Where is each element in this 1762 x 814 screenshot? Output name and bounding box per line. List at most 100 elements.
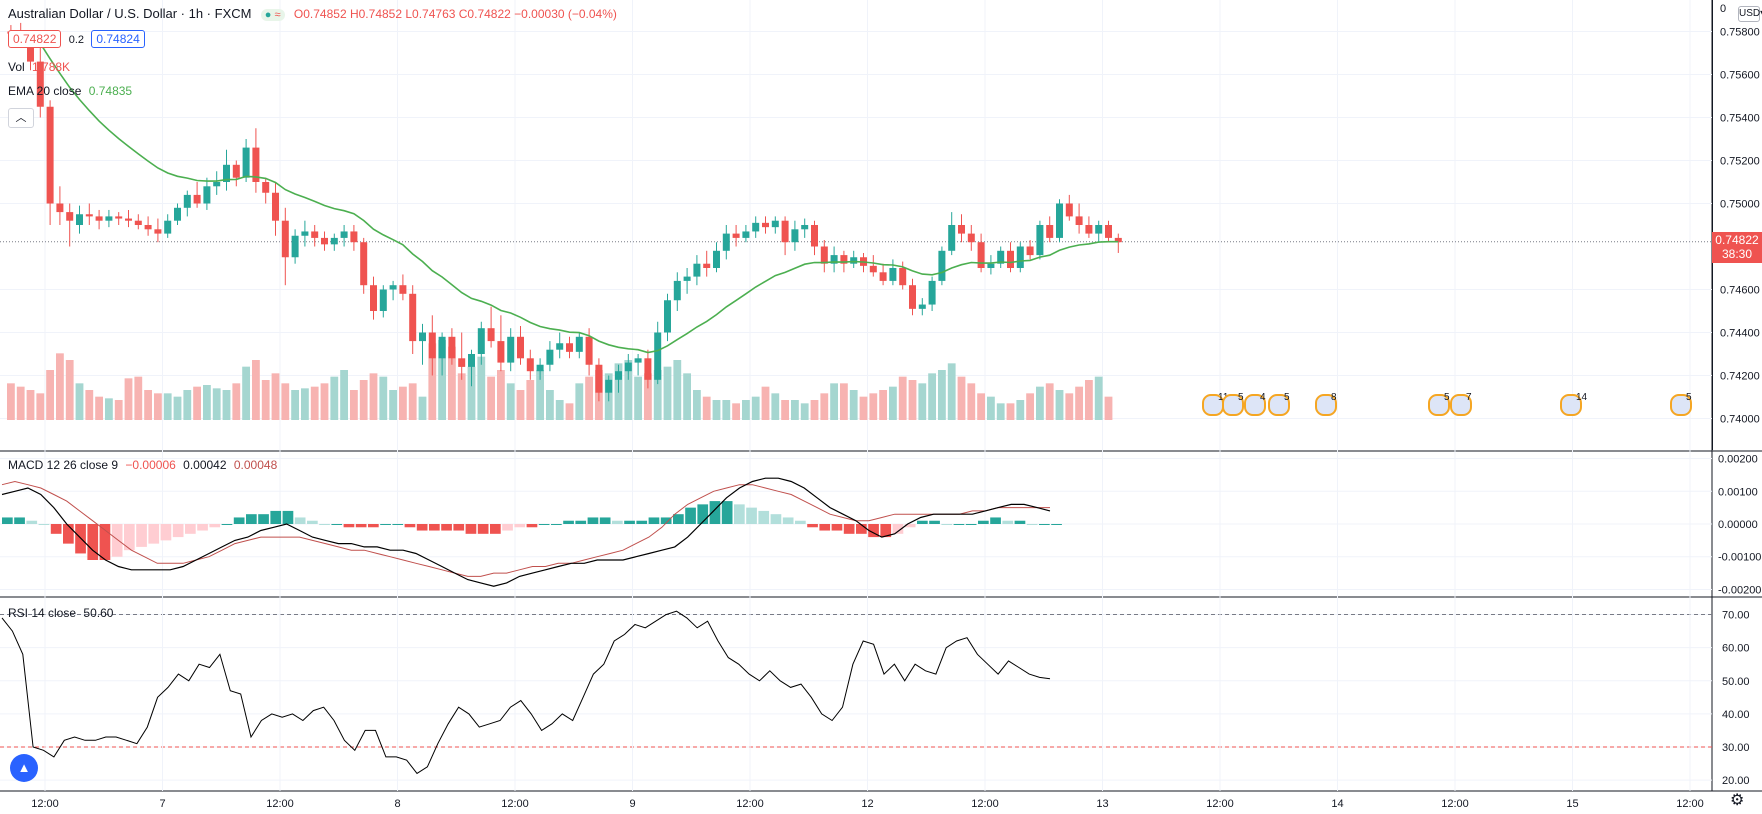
- volume-bar: [1045, 383, 1054, 420]
- economic-event-marker[interactable]: 5: [1428, 392, 1450, 416]
- event-count: 5: [1238, 392, 1244, 403]
- candle-body: [958, 225, 965, 234]
- macd-hist-bar: [1026, 524, 1038, 525]
- time-tick-label: 9: [629, 798, 635, 810]
- candle-body: [634, 358, 642, 363]
- macd-hist-bar: [1002, 520, 1014, 524]
- candle-countdown: 38:30: [1721, 247, 1753, 261]
- macd-hist-bar: [63, 524, 74, 544]
- events-row: 11 5 4 5 8 5 7 14 5: [0, 392, 1712, 418]
- candle-body: [1114, 237, 1122, 243]
- volume-bar: [849, 390, 858, 420]
- event-count: 5: [1686, 392, 1692, 403]
- volume-bar: [653, 370, 662, 420]
- currency-selector[interactable]: USD▾: [1738, 6, 1762, 22]
- volume-bar: [1055, 390, 1064, 420]
- macd-hist-bar: [551, 524, 562, 525]
- settings-gear-icon[interactable]: ⚙: [1730, 792, 1745, 809]
- macd-hist-bar: [782, 517, 794, 524]
- volume-bar: [800, 403, 809, 420]
- volume-bar: [732, 403, 740, 420]
- candle-body: [85, 214, 93, 217]
- candle-body: [722, 233, 730, 251]
- rsi-legend[interactable]: RSI 14 close 50.60: [8, 606, 113, 620]
- volume-bar: [163, 393, 172, 420]
- economic-event-marker[interactable]: 11: [1202, 392, 1228, 416]
- tradingview-logo-icon[interactable]: ▲: [10, 754, 38, 782]
- volume-bar: [526, 380, 535, 420]
- volume-bar: [487, 376, 495, 420]
- economic-event-marker[interactable]: 14: [1560, 392, 1587, 416]
- price-axis[interactable]: [1712, 0, 1762, 450]
- volume-bar: [771, 393, 780, 420]
- volume-bar: [761, 386, 770, 420]
- volume-bar: [457, 373, 466, 420]
- candle-body: [536, 364, 544, 372]
- candle-body: [66, 212, 74, 221]
- volume-bar: [85, 390, 94, 420]
- market-status-dot[interactable]: ● ≈: [260, 9, 285, 21]
- volume-bar: [95, 396, 103, 420]
- volume-bar: [565, 403, 574, 420]
- candle-body: [909, 285, 916, 309]
- candle-body: [448, 336, 456, 359]
- collapse-legend-button[interactable]: ︿: [8, 108, 34, 128]
- candle-body: [27, 40, 34, 62]
- volume-bar: [369, 373, 378, 420]
- rsi-line: [1, 610, 1051, 775]
- economic-event-marker[interactable]: 5: [1670, 392, 1692, 416]
- volume-bar: [683, 373, 691, 420]
- candle-body: [291, 235, 299, 258]
- macd-hist-bar: [87, 524, 99, 560]
- economic-event-marker[interactable]: 5: [1222, 392, 1244, 416]
- ema-legend[interactable]: EMA 20 close 0.74835: [8, 84, 132, 98]
- macd-hist-bar: [856, 524, 867, 534]
- macd-hist-bar: [734, 504, 745, 524]
- event-count: 7: [1466, 392, 1472, 403]
- volume-bar: [634, 376, 642, 420]
- macd-line-value: 0.00042: [183, 458, 227, 472]
- candle-body: [517, 336, 524, 359]
- volume-label: Vol: [8, 60, 25, 74]
- volume-bar: [585, 376, 593, 420]
- volume-bar: [193, 386, 201, 420]
- candle-body: [76, 214, 83, 225]
- volume-bar: [75, 383, 84, 420]
- volume-bar: [624, 360, 633, 420]
- macd-hist-bar: [587, 517, 599, 524]
- macd-hist-bar: [50, 524, 62, 534]
- time-tick-label: 8: [394, 798, 400, 810]
- macd-legend[interactable]: MACD 12 26 close 9 −0.00006 0.00042 0.00…: [8, 458, 277, 472]
- current-price-label: 0.74822: [1715, 233, 1759, 247]
- buy-button[interactable]: 0.74824: [91, 30, 145, 48]
- economic-event-marker[interactable]: 4: [1244, 392, 1266, 416]
- macd-signal-value: 0.00048: [233, 458, 278, 472]
- macd-hist-bar: [538, 524, 550, 525]
- candle-body: [419, 332, 426, 342]
- symbol-title[interactable]: Australian Dollar / U.S. Dollar · 1h · F…: [8, 6, 252, 21]
- macd-hist-bar: [514, 524, 526, 528]
- economic-event-marker[interactable]: 5: [1268, 392, 1290, 416]
- macd-hist-bar: [270, 510, 282, 524]
- volume-legend[interactable]: Vol 1.788K: [8, 60, 70, 74]
- volume-bar: [722, 400, 731, 420]
- volume-bar: [898, 376, 907, 420]
- spread-value: 0.2: [68, 34, 85, 46]
- macd-hist-bar: [917, 520, 928, 524]
- volume-bar: [46, 370, 54, 420]
- candle-body: [468, 354, 475, 367]
- macd-hist-bar: [868, 524, 879, 538]
- macd-hist-bar: [563, 520, 574, 524]
- time-tick-label: 12:00: [1206, 798, 1234, 810]
- sell-button[interactable]: 0.74822: [8, 30, 62, 48]
- economic-event-marker[interactable]: 8: [1315, 392, 1337, 416]
- economic-event-marker[interactable]: 7: [1450, 392, 1472, 416]
- volume-bar: [134, 376, 143, 420]
- candle-body: [1105, 225, 1112, 238]
- candle-body: [232, 164, 240, 178]
- macd-hist-bar: [746, 507, 757, 524]
- candle-body: [732, 233, 740, 238]
- candles: [7, 22, 1122, 402]
- candle-body: [105, 216, 113, 221]
